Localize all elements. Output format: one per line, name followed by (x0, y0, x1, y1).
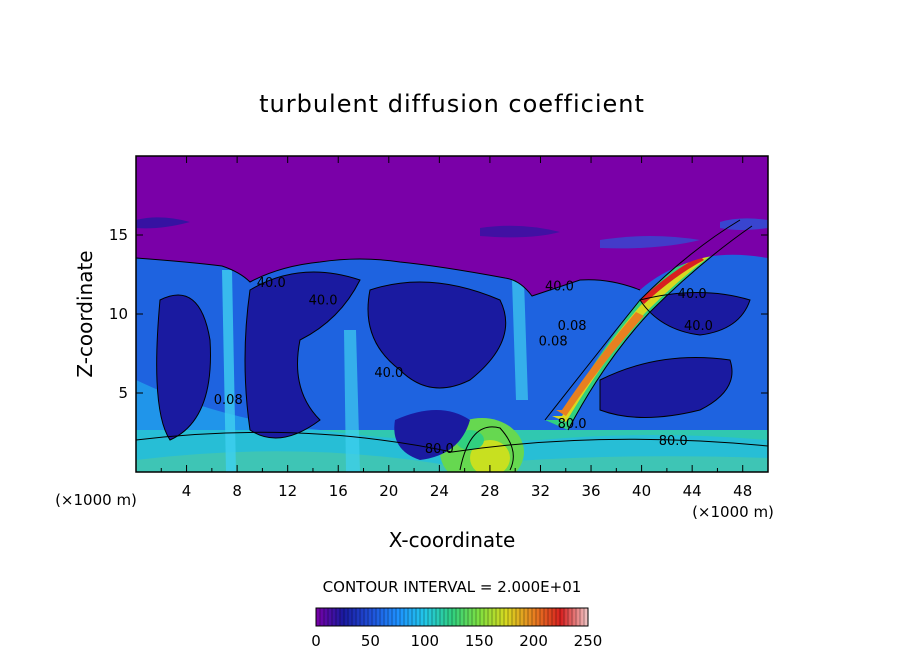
field-shading (136, 156, 768, 472)
y-axis-label: Z-coordinate (73, 250, 97, 377)
contour-label: 0.08 (558, 319, 587, 334)
x-unit-left: (×1000 m) (55, 491, 137, 509)
plot-area: 40.040.040.00.0880.040.00.080.0840.040.0… (136, 156, 768, 472)
colorbar-tick-label: 0 (311, 632, 321, 650)
contour-label: 40.0 (545, 279, 574, 294)
contour-label-layer: 40.040.040.00.0880.040.00.080.0840.040.0… (214, 276, 713, 457)
colorbar-tick-label: 150 (465, 632, 494, 650)
x-tick-label: 8 (232, 482, 242, 500)
y-axis: 5 10 15 (109, 226, 768, 402)
colorbar-tick-label: 250 (574, 632, 603, 650)
x-tick-label: 36 (581, 482, 600, 500)
x-tick-label: 20 (379, 482, 398, 500)
colorbar-ticks: 0 50 100 150 200 250 (311, 632, 602, 650)
contour-label: 40.0 (257, 276, 286, 291)
x-axis-label: X-coordinate (389, 528, 516, 552)
y-tick-label: 10 (109, 305, 128, 323)
contour-label: 0.08 (539, 335, 568, 350)
colorbar: 0 50 100 150 200 250 (311, 607, 602, 650)
contour-label: 0.08 (214, 393, 243, 408)
x-tick-label: 40 (632, 482, 651, 500)
x-unit-right: (×1000 m) (692, 503, 774, 521)
contour-label: 40.0 (684, 319, 713, 334)
contour-label: 40.0 (374, 366, 403, 381)
x-axis: 4 8 12 16 20 24 28 32 36 40 44 48 (160, 156, 752, 500)
contour-lines (136, 219, 768, 471)
chart-title: turbulent diffusion coefficient (259, 90, 645, 118)
contour-label: 40.0 (309, 294, 338, 309)
colorbar-tick-label: 200 (519, 632, 548, 650)
colorbar-tick-label: 100 (410, 632, 439, 650)
x-tick-label: 48 (733, 482, 752, 500)
x-tick-label: 44 (683, 482, 702, 500)
x-tick-label: 12 (278, 482, 297, 500)
x-tick-label: 4 (182, 482, 192, 500)
x-tick-label: 16 (329, 482, 348, 500)
contour-label: 80.0 (558, 417, 587, 432)
x-tick-label: 32 (531, 482, 550, 500)
x-tick-label: 24 (430, 482, 449, 500)
contour-label: 80.0 (659, 434, 688, 449)
y-tick-label: 5 (118, 384, 128, 402)
colorbar-tick-label: 50 (361, 632, 380, 650)
colorbar-stripes (319, 608, 585, 626)
contour-interval-text: CONTOUR INTERVAL = 2.000E+01 (323, 578, 582, 596)
contour-label: 80.0 (425, 442, 454, 457)
contour-label: 40.0 (678, 287, 707, 302)
x-tick-label: 28 (480, 482, 499, 500)
y-tick-label: 15 (109, 226, 128, 244)
